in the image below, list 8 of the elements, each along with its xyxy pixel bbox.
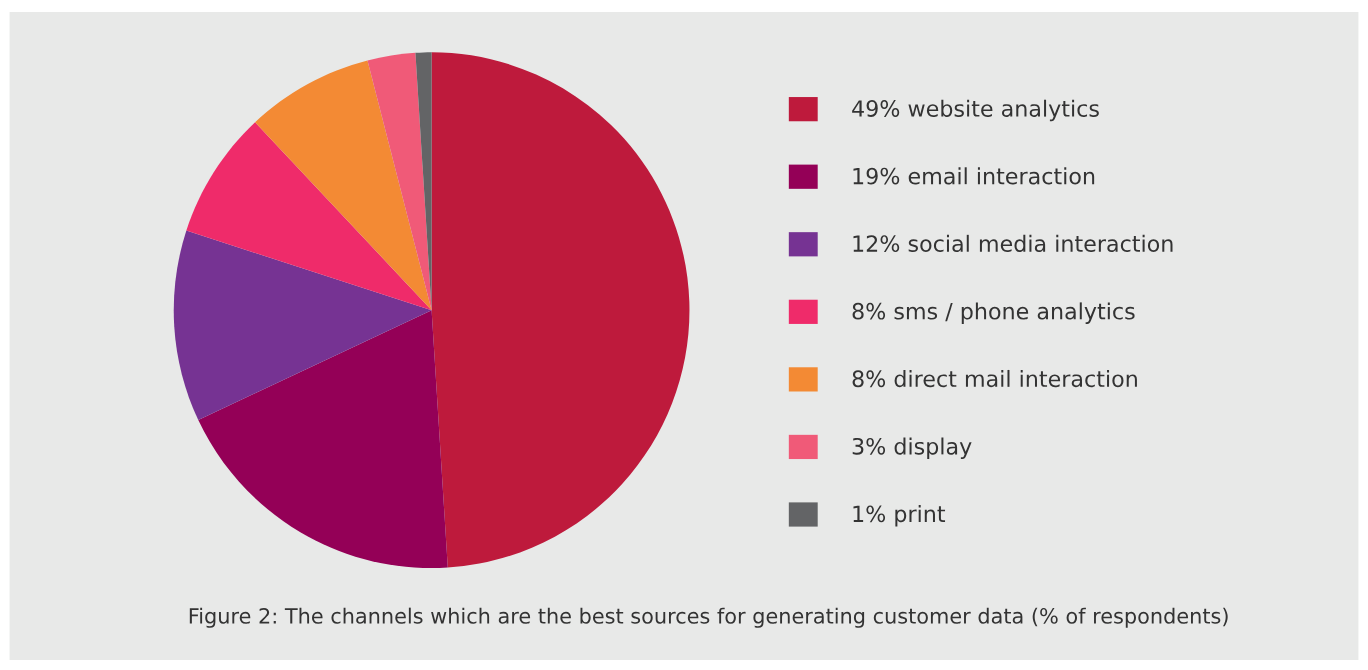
legend-label: 12% social media interaction [853,234,1173,253]
legend-label: 8% sms / phone analytics [852,302,1135,324]
legend-label: 1% print [853,505,946,527]
legend-label: 49% website analytics [852,99,1099,122]
legend-label: 19% email interaction [853,167,1095,185]
legend-label: 3% display [852,437,972,459]
caption: Figure 2: The channels which are the best sources for generating customer data (% of respondents) [189,607,1228,628]
legend-label: 8% direct mail interaction [852,369,1137,388]
